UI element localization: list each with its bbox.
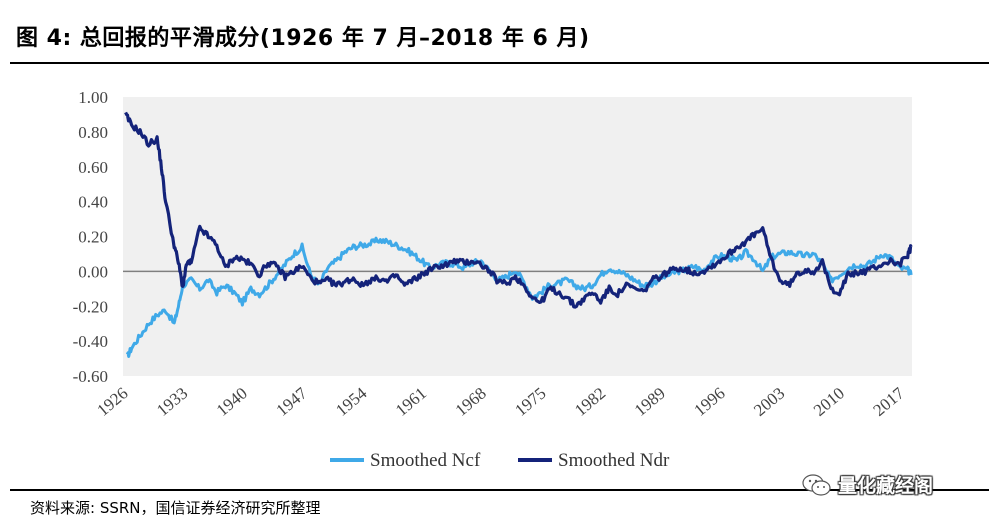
x-axis: 1926 1933 1940 1947 1954 1961 1968 1975 1982 1989…	[93, 383, 908, 420]
legend-label: Smoothed Ncf	[370, 450, 481, 471]
chart: 1.000.800.600.400.200.00-0.20-0.40-0.60 …	[73, 88, 913, 471]
source-note: 资料来源: SSRN，国信证券经济研究所整理	[30, 499, 321, 517]
x-tick-label: 1961	[392, 384, 430, 420]
x-tick-label: 1996	[690, 384, 728, 420]
x-tick-label: 1989	[631, 384, 669, 420]
series-line-smoothed-ndr	[124, 111, 913, 309]
y-tick-label: 0.80	[78, 123, 108, 142]
x-tick-label: 2017	[870, 383, 909, 420]
x-tick-label: 1926	[93, 384, 131, 420]
x-tick-label: 2010	[810, 384, 848, 420]
y-axis: 1.00 0.80 0.60 0.40 0.20 0.00 -0.20 -0.40 -0.60	[73, 88, 108, 386]
top-rule	[10, 62, 989, 64]
series-group	[124, 111, 913, 358]
legend-label: Smoothed Ndr	[558, 450, 670, 471]
x-tick-label: 1947	[272, 383, 311, 420]
watermark: 量化藏经阁	[802, 471, 933, 498]
legend: Smoothed Ncf Smoothed Ndr	[330, 450, 670, 471]
x-tick-label: 1940	[213, 384, 251, 420]
x-tick-label: 1968	[452, 384, 490, 420]
plot-background	[123, 97, 912, 376]
x-tick-label: 2003	[750, 384, 788, 420]
x-tick-label: 1933	[153, 384, 191, 420]
y-tick-label: -0.20	[73, 297, 108, 316]
y-tick-label: -0.60	[73, 367, 108, 386]
wechat-icon	[802, 473, 831, 496]
y-tick-label: 0.60	[78, 158, 108, 177]
y-tick-label: 0.40	[78, 193, 108, 212]
x-tick-label: 1975	[511, 384, 549, 420]
y-tick-label: 0.00	[78, 262, 108, 281]
figure-title: 图 4: 总回报的平滑成分(1926 年 7 月–2018 年 6 月)	[16, 26, 590, 51]
x-tick-label: 1954	[332, 383, 371, 420]
legend-item-smoothed-ncf: Smoothed Ncf	[330, 450, 481, 471]
y-tick-label: 1.00	[78, 88, 108, 107]
watermark-text: 量化藏经阁	[838, 475, 934, 497]
bottom-rule	[10, 489, 989, 491]
series-line-smoothed-ncf	[125, 236, 913, 358]
x-tick-label: 1982	[571, 384, 609, 420]
y-tick-label: -0.40	[73, 332, 108, 351]
legend-item-smoothed-ndr: Smoothed Ndr	[518, 450, 670, 471]
y-tick-label: 0.20	[78, 228, 108, 247]
